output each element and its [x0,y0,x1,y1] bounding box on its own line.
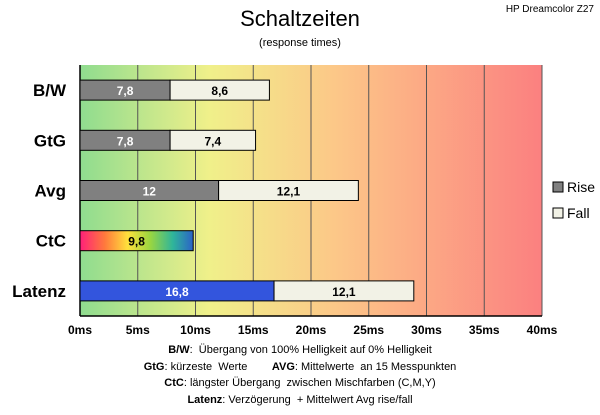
chart-title: Schaltzeiten [240,6,360,31]
footnote-term: CtC [164,377,184,389]
bar-rise-label: 16,8 [165,285,189,299]
footnote-line: B/W: Übergang von 100% Helligkeit auf 0%… [0,342,600,359]
footnote-term: GtG [143,360,165,373]
bar-rise-label: 7,8 [117,84,134,98]
bar-fall-label: 8,6 [211,84,228,98]
footnote-line: CtC: längster Übergang zwischen Mischfar… [0,375,600,392]
x-tick-label: 20ms [296,323,327,337]
bar-fall-label: 12,1 [332,285,356,299]
x-tick-label: 0ms [68,323,92,337]
x-tick-label: 10ms [180,323,211,337]
category-label: GtG [34,131,66,150]
bar-fall [169,79,270,101]
category-label: Avg [35,182,67,201]
x-tick-label: 5ms [126,323,150,337]
category-label: CtC [36,232,66,251]
footnotes: B/W: Übergang von 100% Helligkeit auf 0%… [0,342,600,408]
x-tick-label: 30ms [411,323,442,337]
bar-fall-label: 7,4 [204,134,221,148]
bar-fall [218,180,359,201]
footnote-text: : kürzeste Werte [164,360,272,373]
bar-rise-label: 9,8 [128,235,145,249]
chart-subtitle: (response times) [259,37,341,49]
footnote-text: : Verzögerung + Mittelwert Avg rise/fall [222,393,413,406]
footnote-line: GtG: kürzeste Werte AVG: Mittelwerte an … [0,359,600,376]
footnote-line: Latenz: Verzögerung + Mittelwert Avg ris… [0,392,600,409]
x-tick-label: 25ms [353,323,384,337]
footnote-term: B/W [168,344,190,356]
legend-swatch [552,181,564,193]
x-tick-label: 35ms [469,323,500,337]
bar-fall [273,280,415,302]
footnote-term: Latenz [187,393,223,406]
category-label: Latenz [12,282,66,301]
x-tick-label: 40ms [527,323,558,337]
x-tick-label: 15ms [238,323,269,337]
bar-rise-label: 12 [143,185,157,199]
category-label: B/W [33,81,67,100]
legend-swatch [552,207,564,219]
footnote-term: AVG [271,360,295,373]
bar-fall-label: 12,1 [277,185,301,199]
monitor-model-label: HP Dreamcolor Z27 [505,4,594,15]
bar-rise-label: 7,8 [117,134,134,148]
footnote-text: : Mittelwerte an 15 Messpunkten [294,360,457,373]
bar-fall [169,129,257,151]
bar-rise [79,230,194,252]
chart: 7,8 8,6 7,8 7,4 12 12,1 9,8 16,8 12,1 B/W GtG Avg C… [12,65,595,337]
legend-label: Rise [567,179,595,195]
footnote-text: : längster Übergang zwischen Mischfarben… [183,377,436,389]
legend-label: Fall [567,205,590,221]
footnote-text: : Übergang von 100% Helligkeit auf 0% He… [189,344,432,356]
